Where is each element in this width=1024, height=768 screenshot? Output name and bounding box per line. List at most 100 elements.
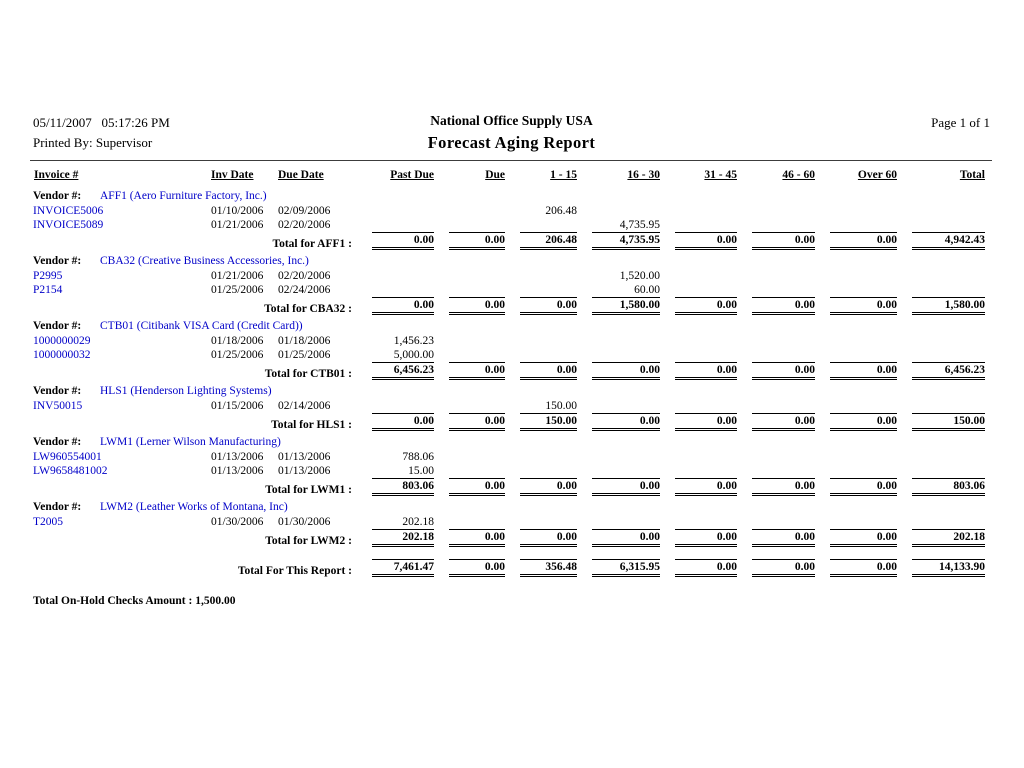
invoice-amount-cell	[437, 268, 508, 282]
invoice-due-date: 02/20/2006	[278, 270, 331, 282]
invoice-inv-date: 01/25/2006	[211, 284, 264, 296]
group-total-amount: 0.00	[592, 413, 660, 431]
col-header-due-date: Due Date	[277, 169, 360, 185]
vendor-name: AFF1 (Aero Furniture Factory, Inc.)	[100, 190, 267, 202]
invoice-amount-cell	[580, 463, 663, 477]
invoice-number: INVOICE5089	[33, 219, 104, 231]
report-total-cell: 6,315.95	[580, 547, 663, 577]
group-total-amount: 0.00	[592, 478, 660, 496]
invoice-due-date: 02/14/2006	[278, 400, 331, 412]
invoice-amount-cell: 4,735.95	[619, 219, 660, 231]
group-total-cell: 0.00	[740, 231, 818, 250]
group-total-cell: 150.00	[900, 412, 988, 431]
invoice-amount-cell	[508, 514, 580, 528]
group-total-cell: 0.00	[740, 296, 818, 315]
col-header-total-label: Total	[959, 169, 985, 181]
col-header-due-label: Due	[485, 169, 505, 181]
report-total-cell: 356.48	[508, 547, 580, 577]
group-total-amount: 0.00	[449, 232, 505, 250]
page-number: Page 1 of 1	[931, 115, 990, 130]
group-total-label: Total for LWM2 :	[265, 535, 352, 547]
group-total-cell: 0.00	[580, 528, 663, 547]
group-total-amount: 0.00	[449, 362, 505, 380]
vendor-cell: Vendor #: CTB01 (Citibank VISA Card (Cred…	[33, 315, 988, 333]
group-total-amount: 0.00	[372, 297, 434, 315]
group-total-cell: 0.00	[663, 231, 740, 250]
group-total-cell: 0.00	[508, 361, 580, 380]
aging-report-table: Invoice # Inv Date Due Date Past Due Due…	[33, 169, 988, 577]
invoice-due-date: 01/13/2006	[278, 451, 331, 463]
group-total-cell: 0.00	[740, 477, 818, 496]
invoice-inv-date: 01/13/2006	[211, 465, 264, 477]
invoice-amount-cell	[740, 514, 818, 528]
group-total-cell: 0.00	[663, 528, 740, 547]
invoice-amount-cell	[663, 203, 740, 217]
invoice-amount-cell	[818, 449, 900, 463]
col-header-past-due-label: Past Due	[390, 169, 434, 181]
group-total-amount: 0.00	[675, 362, 737, 380]
vendor-number-label: Vendor #:	[33, 255, 82, 267]
group-total-amount: 0.00	[830, 529, 897, 547]
group-total-amount: 0.00	[449, 413, 505, 431]
invoice-number: P2154	[33, 284, 63, 296]
group-total-amount: 0.00	[675, 529, 737, 547]
group-total-amount: 0.00	[830, 297, 897, 315]
report-total-amount: 0.00	[449, 559, 505, 577]
group-total-cell: 0.00	[663, 477, 740, 496]
invoice-amount-cell: 60.00	[634, 284, 660, 296]
invoice-amount-cell	[900, 282, 988, 296]
invoice-amount-cell	[818, 282, 900, 296]
invoice-amount-cell: 1,456.23	[393, 335, 434, 347]
invoice-row: LW960554001 01/13/2006 01/13/2006 788.06	[33, 449, 988, 463]
invoice-amount-cell	[900, 398, 988, 412]
group-total-label: Total for CTB01 :	[264, 368, 352, 380]
invoice-number: LW960554001	[33, 451, 102, 463]
group-total-cell: 0.00	[508, 528, 580, 547]
group-total-amount: 0.00	[675, 413, 737, 431]
page-header: 05/11/2007 05:17:26 PM Printed By: Super…	[33, 113, 990, 159]
group-total-cell: 0.00	[437, 412, 508, 431]
invoice-amount-cell	[508, 268, 580, 282]
col-header-inv-date-label: Inv Date	[211, 169, 254, 181]
invoice-amount-cell	[818, 203, 900, 217]
invoice-amount-cell	[360, 282, 437, 296]
invoice-amount-cell	[437, 347, 508, 361]
invoice-amount-cell	[580, 347, 663, 361]
invoice-amount-cell	[818, 333, 900, 347]
group-total-amount: 150.00	[520, 413, 577, 431]
invoice-amount-cell	[740, 347, 818, 361]
invoice-amount-cell: 206.48	[545, 205, 577, 217]
report-total-cell: 0.00	[663, 547, 740, 577]
invoice-due-date: 02/20/2006	[278, 219, 331, 231]
group-total-cell: 0.00	[360, 296, 437, 315]
invoice-amount-cell	[818, 217, 900, 231]
col-header-due-date-label: Due Date	[278, 169, 324, 181]
vendor-number-label: Vendor #:	[33, 501, 82, 513]
vendor-number-label: Vendor #:	[33, 320, 82, 332]
invoice-inv-date: 01/21/2006	[211, 219, 264, 231]
report-total-amount: 0.00	[830, 559, 897, 577]
invoice-amount-cell	[663, 217, 740, 231]
group-total-amount: 202.18	[912, 529, 985, 547]
vendor-row: Vendor #: HLS1 (Henderson Lighting System…	[33, 380, 988, 398]
invoice-amount-cell	[900, 449, 988, 463]
group-total-amount: 0.00	[752, 362, 815, 380]
company-name: National Office Supply USA	[430, 113, 593, 128]
group-total-amount: 803.06	[372, 478, 434, 496]
group-total-amount: 0.00	[372, 232, 434, 250]
group-total-amount: 0.00	[830, 232, 897, 250]
invoice-amount-cell	[580, 333, 663, 347]
invoice-due-date: 01/13/2006	[278, 465, 331, 477]
invoice-amount-cell	[900, 268, 988, 282]
col-header-over-60: Over 60	[818, 169, 900, 185]
col-header-46-60: 46 - 60	[740, 169, 818, 185]
invoice-amount-cell	[437, 514, 508, 528]
invoice-amount-cell	[740, 463, 818, 477]
invoice-amount-cell	[437, 203, 508, 217]
vendor-row: Vendor #: AFF1 (Aero Furniture Factory, I…	[33, 185, 988, 203]
invoice-inv-date: 01/13/2006	[211, 451, 264, 463]
invoice-amount-cell	[508, 333, 580, 347]
group-total-cell: 0.00	[508, 296, 580, 315]
page-header-left: 05/11/2007 05:17:26 PM Printed By: Super…	[33, 113, 170, 153]
